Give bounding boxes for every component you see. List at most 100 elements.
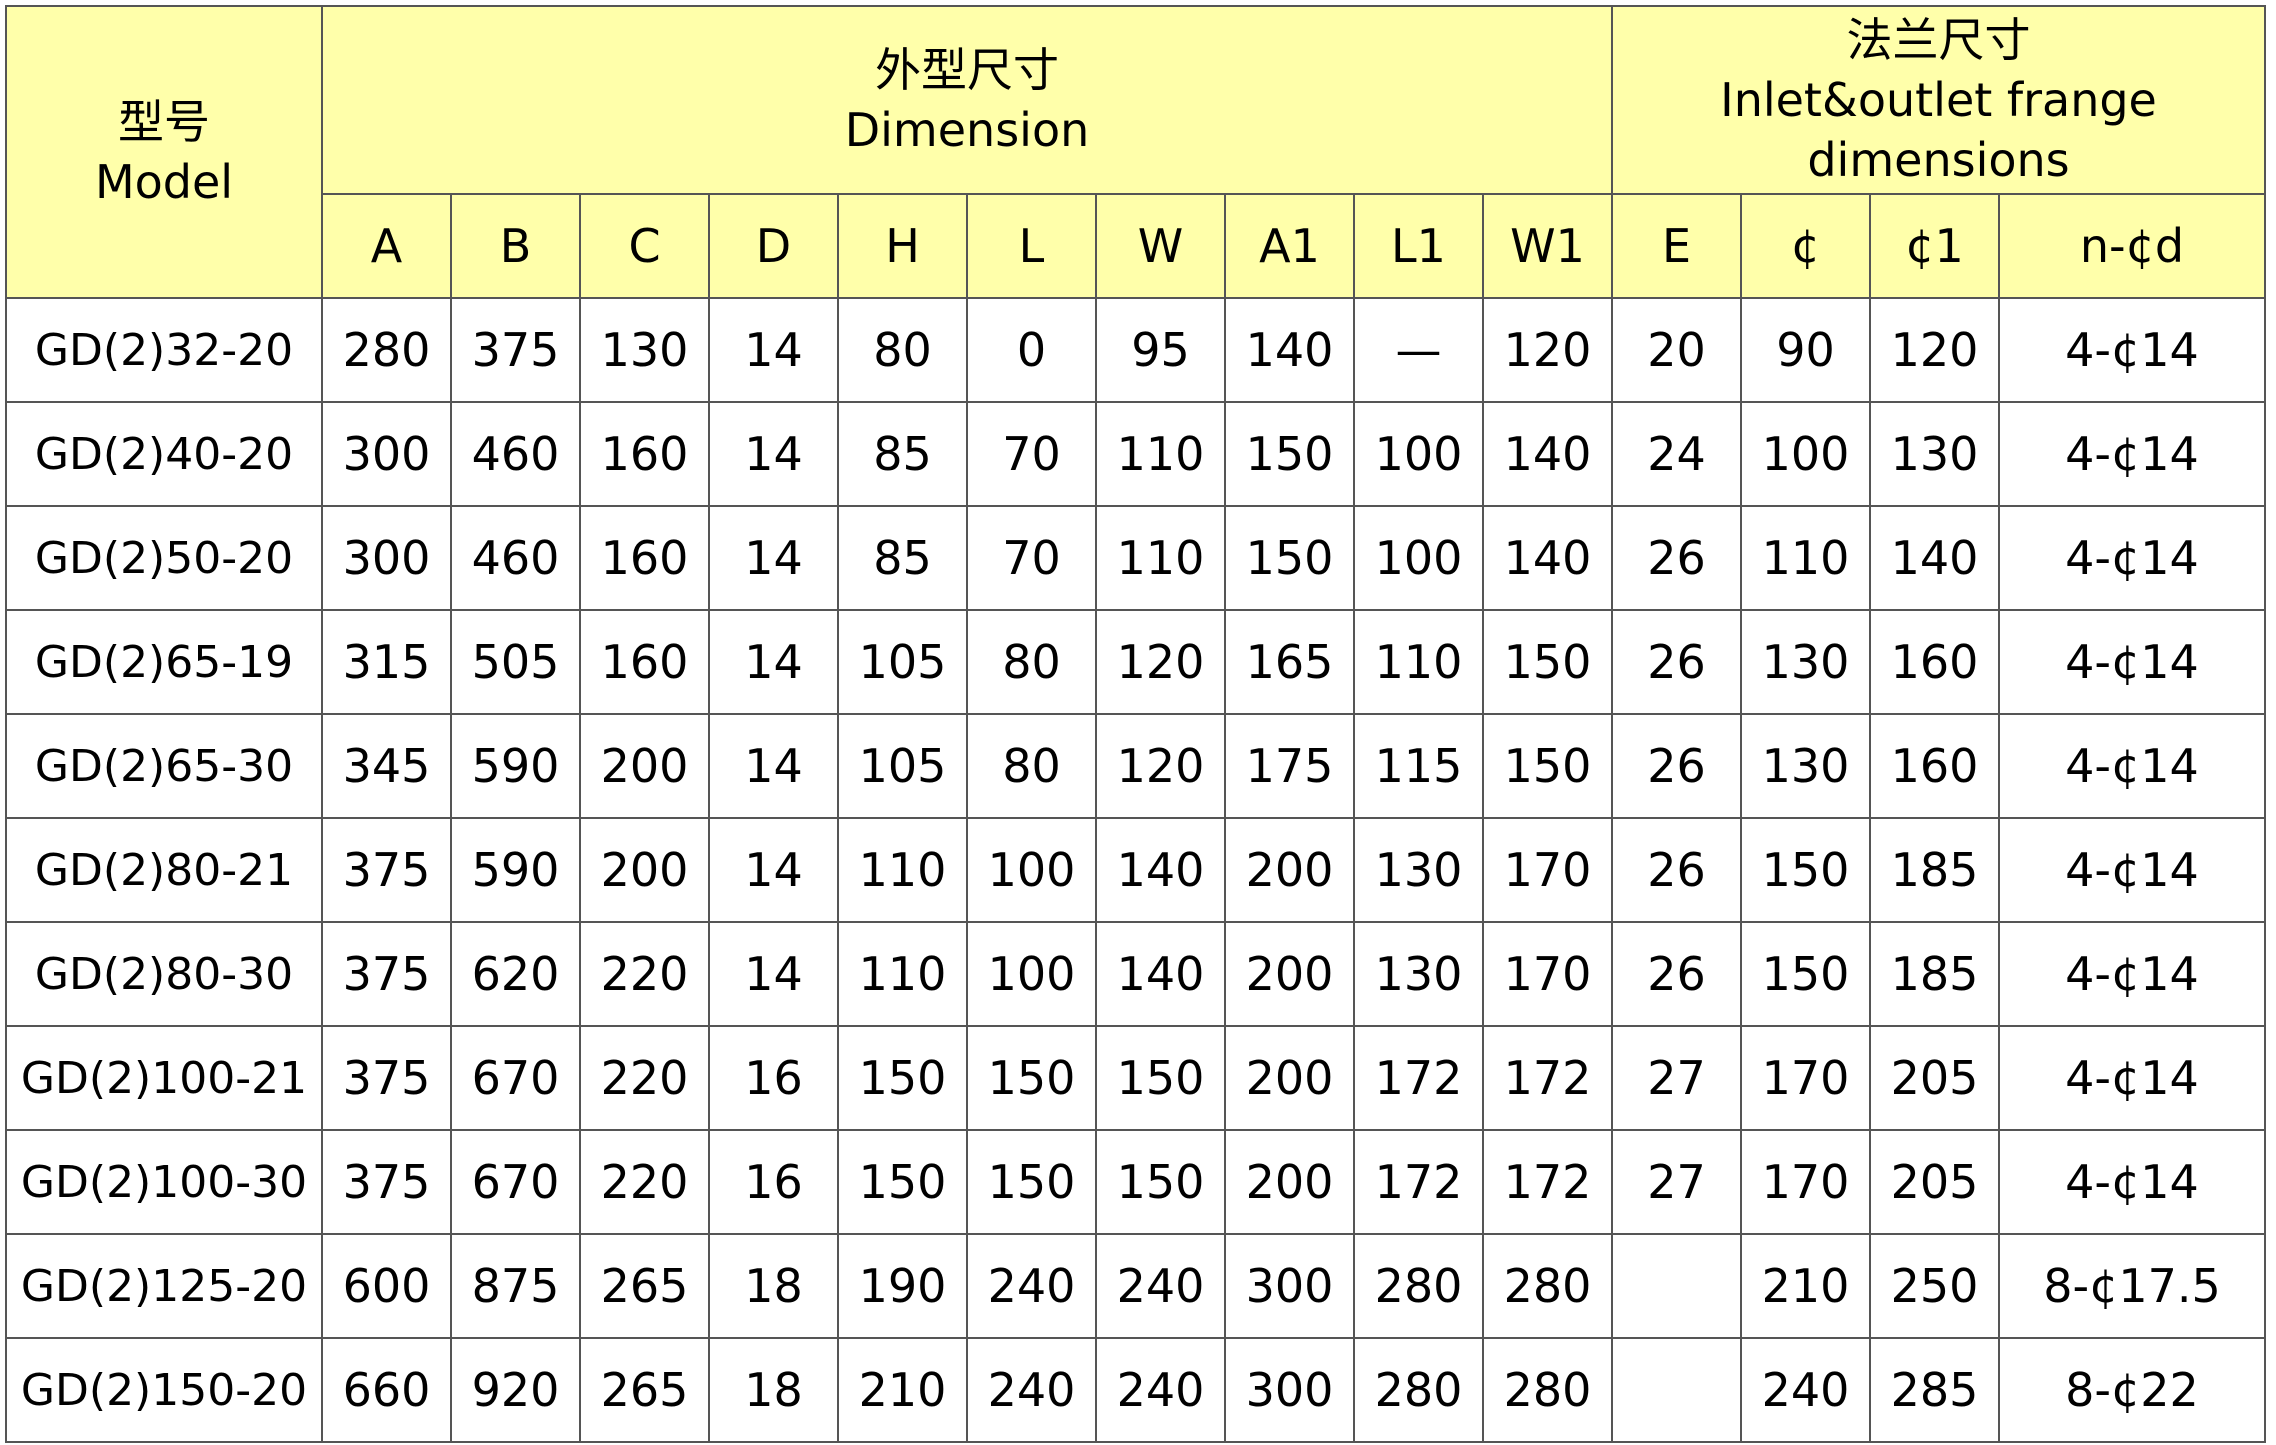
value-cell: 130 <box>1353 817 1484 923</box>
model-cell: GD(2)80-21 <box>5 817 323 923</box>
value-cell: 280 <box>1482 1233 1613 1339</box>
value-cell: 85 <box>837 401 968 507</box>
value-cell: 200 <box>1224 817 1355 923</box>
column-header: ¢ <box>1740 193 1871 299</box>
value-cell: 220 <box>579 1025 710 1131</box>
value-cell: 160 <box>579 401 710 507</box>
value-cell: 250 <box>1869 1233 2000 1339</box>
value-cell: 120 <box>1482 297 1613 403</box>
table-row: GD(2)100-30 375 670 220 16 150 150 150 200 172 172… <box>5 1129 2266 1235</box>
value-cell: 80 <box>837 297 968 403</box>
value-cell: 110 <box>837 817 968 923</box>
column-header: E <box>1611 193 1742 299</box>
value-cell: 0 <box>966 297 1097 403</box>
value-cell: — <box>1353 297 1484 403</box>
value-cell: 4-¢14 <box>1998 921 2266 1027</box>
table-row: GD(2)32-20 280 375 130 14 80 0 95 140—120 20 90 120… <box>5 297 2266 403</box>
value-cell: 165 <box>1224 609 1355 715</box>
value-cell: 14 <box>708 401 839 507</box>
value-cell: 920 <box>450 1337 581 1443</box>
value-cell: 4-¢14 <box>1998 713 2266 819</box>
model-header-cn: 型号 <box>118 95 210 149</box>
model-cell: GD(2)65-30 <box>5 713 323 819</box>
value-cell: 20 <box>1611 297 1742 403</box>
value-cell: 265 <box>579 1233 710 1339</box>
value-cell: 220 <box>579 921 710 1027</box>
value-cell: 240 <box>966 1233 1097 1339</box>
value-cell: 875 <box>450 1233 581 1339</box>
value-cell: 172 <box>1353 1025 1484 1131</box>
value-cell: 210 <box>1740 1233 1871 1339</box>
value-cell: 375 <box>450 297 581 403</box>
dimension-table: 型号 Model 外型尺寸 Dimension 法兰尺寸 Inlet&outle… <box>5 5 2266 1443</box>
value-cell: 300 <box>1224 1337 1355 1443</box>
column-header: C <box>579 193 710 299</box>
flange-header-en-1: Inlet&outlet frange <box>1720 73 2157 127</box>
value-cell: 130 <box>1869 401 2000 507</box>
value-cell: 110 <box>1095 401 1226 507</box>
model-cell: GD(2)150-20 <box>5 1337 323 1443</box>
value-cell: 172 <box>1482 1025 1613 1131</box>
value-cell: 16 <box>708 1025 839 1131</box>
value-cell: 172 <box>1353 1129 1484 1235</box>
column-header: L <box>966 193 1097 299</box>
model-cell: GD(2)50-20 <box>5 505 323 611</box>
value-cell: 4-¢14 <box>1998 401 2266 507</box>
value-cell: 4-¢14 <box>1998 609 2266 715</box>
value-cell: 100 <box>966 817 1097 923</box>
value-cell: 4-¢14 <box>1998 1129 2266 1235</box>
value-cell: 150 <box>837 1129 968 1235</box>
model-cell: GD(2)100-30 <box>5 1129 323 1235</box>
value-cell: 4-¢14 <box>1998 817 2266 923</box>
value-cell: 130 <box>1353 921 1484 1027</box>
value-cell <box>1611 1233 1742 1339</box>
value-cell: 185 <box>1869 921 2000 1027</box>
flange-header: 法兰尺寸 Inlet&outlet frange dimensions <box>1611 5 2266 195</box>
value-cell: 280 <box>1353 1337 1484 1443</box>
value-cell: 24 <box>1611 401 1742 507</box>
value-cell: 200 <box>1224 1129 1355 1235</box>
flange-header-cn: 法兰尺寸 <box>1846 13 2031 67</box>
value-cell: 140 <box>1095 921 1226 1027</box>
value-cell: 150 <box>1740 921 1871 1027</box>
value-cell: 600 <box>321 1233 452 1339</box>
model-cell: GD(2)100-21 <box>5 1025 323 1131</box>
column-header: n-¢d <box>1998 193 2266 299</box>
dimension-header-en: Dimension <box>844 103 1090 157</box>
value-cell: 26 <box>1611 505 1742 611</box>
value-cell: 240 <box>1740 1337 1871 1443</box>
value-cell: 18 <box>708 1337 839 1443</box>
value-cell: 170 <box>1482 921 1613 1027</box>
value-cell: 460 <box>450 505 581 611</box>
value-cell: 110 <box>1095 505 1226 611</box>
value-cell: 110 <box>837 921 968 1027</box>
value-cell: 315 <box>321 609 452 715</box>
value-cell <box>1611 1337 1742 1443</box>
value-cell: 280 <box>321 297 452 403</box>
model-cell: GD(2)80-30 <box>5 921 323 1027</box>
table-row: GD(2)80-21 375 590 200 14 110 100 140 200 130 170 2… <box>5 817 2266 923</box>
table-row: GD(2)100-21 375 670 220 16 150 150 150 200 172 172… <box>5 1025 2266 1131</box>
value-cell: 16 <box>708 1129 839 1235</box>
value-cell: 505 <box>450 609 581 715</box>
dimension-header-cn: 外型尺寸 <box>875 43 1059 97</box>
value-cell: 170 <box>1740 1025 1871 1131</box>
column-header: W1 <box>1482 193 1613 299</box>
model-cell: GD(2)125-20 <box>5 1233 323 1339</box>
value-cell: 240 <box>966 1337 1097 1443</box>
value-cell: 210 <box>837 1337 968 1443</box>
value-cell: 4-¢14 <box>1998 1025 2266 1131</box>
value-cell: 14 <box>708 505 839 611</box>
value-cell: 4-¢14 <box>1998 505 2266 611</box>
value-cell: 90 <box>1740 297 1871 403</box>
value-cell: 160 <box>579 505 710 611</box>
value-cell: 590 <box>450 817 581 923</box>
value-cell: 70 <box>966 401 1097 507</box>
value-cell: 100 <box>1740 401 1871 507</box>
value-cell: 375 <box>321 921 452 1027</box>
value-cell: 670 <box>450 1129 581 1235</box>
value-cell: 160 <box>1869 609 2000 715</box>
value-cell: 14 <box>708 609 839 715</box>
value-cell: 170 <box>1482 817 1613 923</box>
value-cell: 18 <box>708 1233 839 1339</box>
